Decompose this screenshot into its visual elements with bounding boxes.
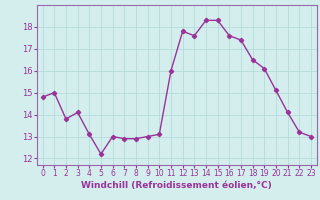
X-axis label: Windchill (Refroidissement éolien,°C): Windchill (Refroidissement éolien,°C) <box>81 181 272 190</box>
